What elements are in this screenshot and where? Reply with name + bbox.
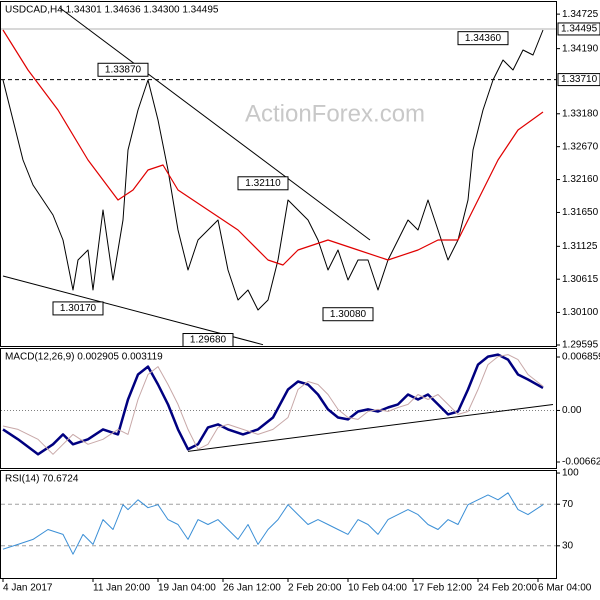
x-tick-label: 26 Jan 12:00 (223, 583, 281, 594)
y-tick-label: 0.006859 (562, 352, 600, 363)
pane-frame (0, 1, 557, 347)
series-line (2, 29, 544, 311)
y-tick-label: 70 (562, 499, 574, 510)
series-line (2, 492, 544, 555)
pane-frame (0, 470, 557, 579)
series-line (2, 353, 544, 456)
x-tick-label: 4 Jan 2017 (3, 583, 53, 594)
price-annotation (322, 307, 374, 322)
pane-title: MACD(12,26,9) 0.002905 0.003119 (5, 352, 163, 363)
x-tick-label: 24 Feb 20:00 (478, 583, 537, 594)
x-tick-label: 6 Mar 04:00 (538, 583, 592, 594)
price-annotation-label: 1.34360 (465, 33, 502, 44)
price-annotation (52, 301, 104, 316)
y-tick-label: 1.31125 (562, 241, 598, 252)
y-tick-label: 100 (562, 468, 579, 479)
price-annotation (457, 31, 509, 46)
price-annotation (182, 333, 234, 348)
price-annotation-label: 1.33870 (105, 64, 142, 75)
y-tick-label: 0.00 (562, 405, 582, 416)
price-annotation-label: 1.30170 (60, 303, 97, 314)
pane-title: USDCAD,H4 1.34301 1.34636 1.34300 1.3449… (5, 5, 219, 16)
x-tick-label: 19 Jan 04:00 (158, 583, 216, 594)
trend-line (59, 7, 371, 241)
x-tick-label: 2 Feb 20:00 (288, 583, 342, 594)
x-tick-label: 10 Feb 04:00 (348, 583, 407, 594)
price-tag-label: 1.34495 (561, 24, 598, 35)
pane-frame (0, 348, 557, 469)
y-tick-label: 1.31650 (562, 207, 599, 218)
price-tag-label: 1.33710 (561, 74, 598, 85)
y-tick-label: 30 (562, 540, 574, 551)
y-tick-label: 1.32670 (562, 141, 599, 152)
y-tick-label: 1.33180 (562, 108, 599, 119)
price-tag (557, 73, 600, 87)
x-tick-label: 11 Jan 20:00 (93, 583, 151, 594)
price-annotation (237, 176, 289, 191)
price-annotation (97, 62, 149, 77)
price-annotation-label: 1.32110 (245, 178, 281, 189)
y-tick-label: 1.34725 (562, 9, 599, 20)
x-tick-label: 17 Feb 12:00 (413, 583, 472, 594)
y-tick-label: 1.32160 (562, 174, 599, 185)
series-line (2, 29, 544, 266)
price-annotation-label: 1.30080 (330, 309, 367, 320)
y-tick-label: 1.29595 (562, 340, 599, 351)
series-line (2, 354, 544, 455)
watermark: ActionForex.com (245, 100, 425, 127)
price-annotation-label: 1.29680 (190, 335, 227, 346)
trend-line (187, 403, 554, 452)
y-tick-label: -0.00662 (562, 457, 600, 468)
price-tag (557, 22, 600, 36)
y-tick-label: 1.30100 (562, 307, 599, 318)
pane-title: RSI(14) 70.6724 (5, 474, 79, 485)
y-tick-label: 1.30615 (562, 274, 599, 285)
y-tick-label: 1.34190 (562, 43, 599, 54)
